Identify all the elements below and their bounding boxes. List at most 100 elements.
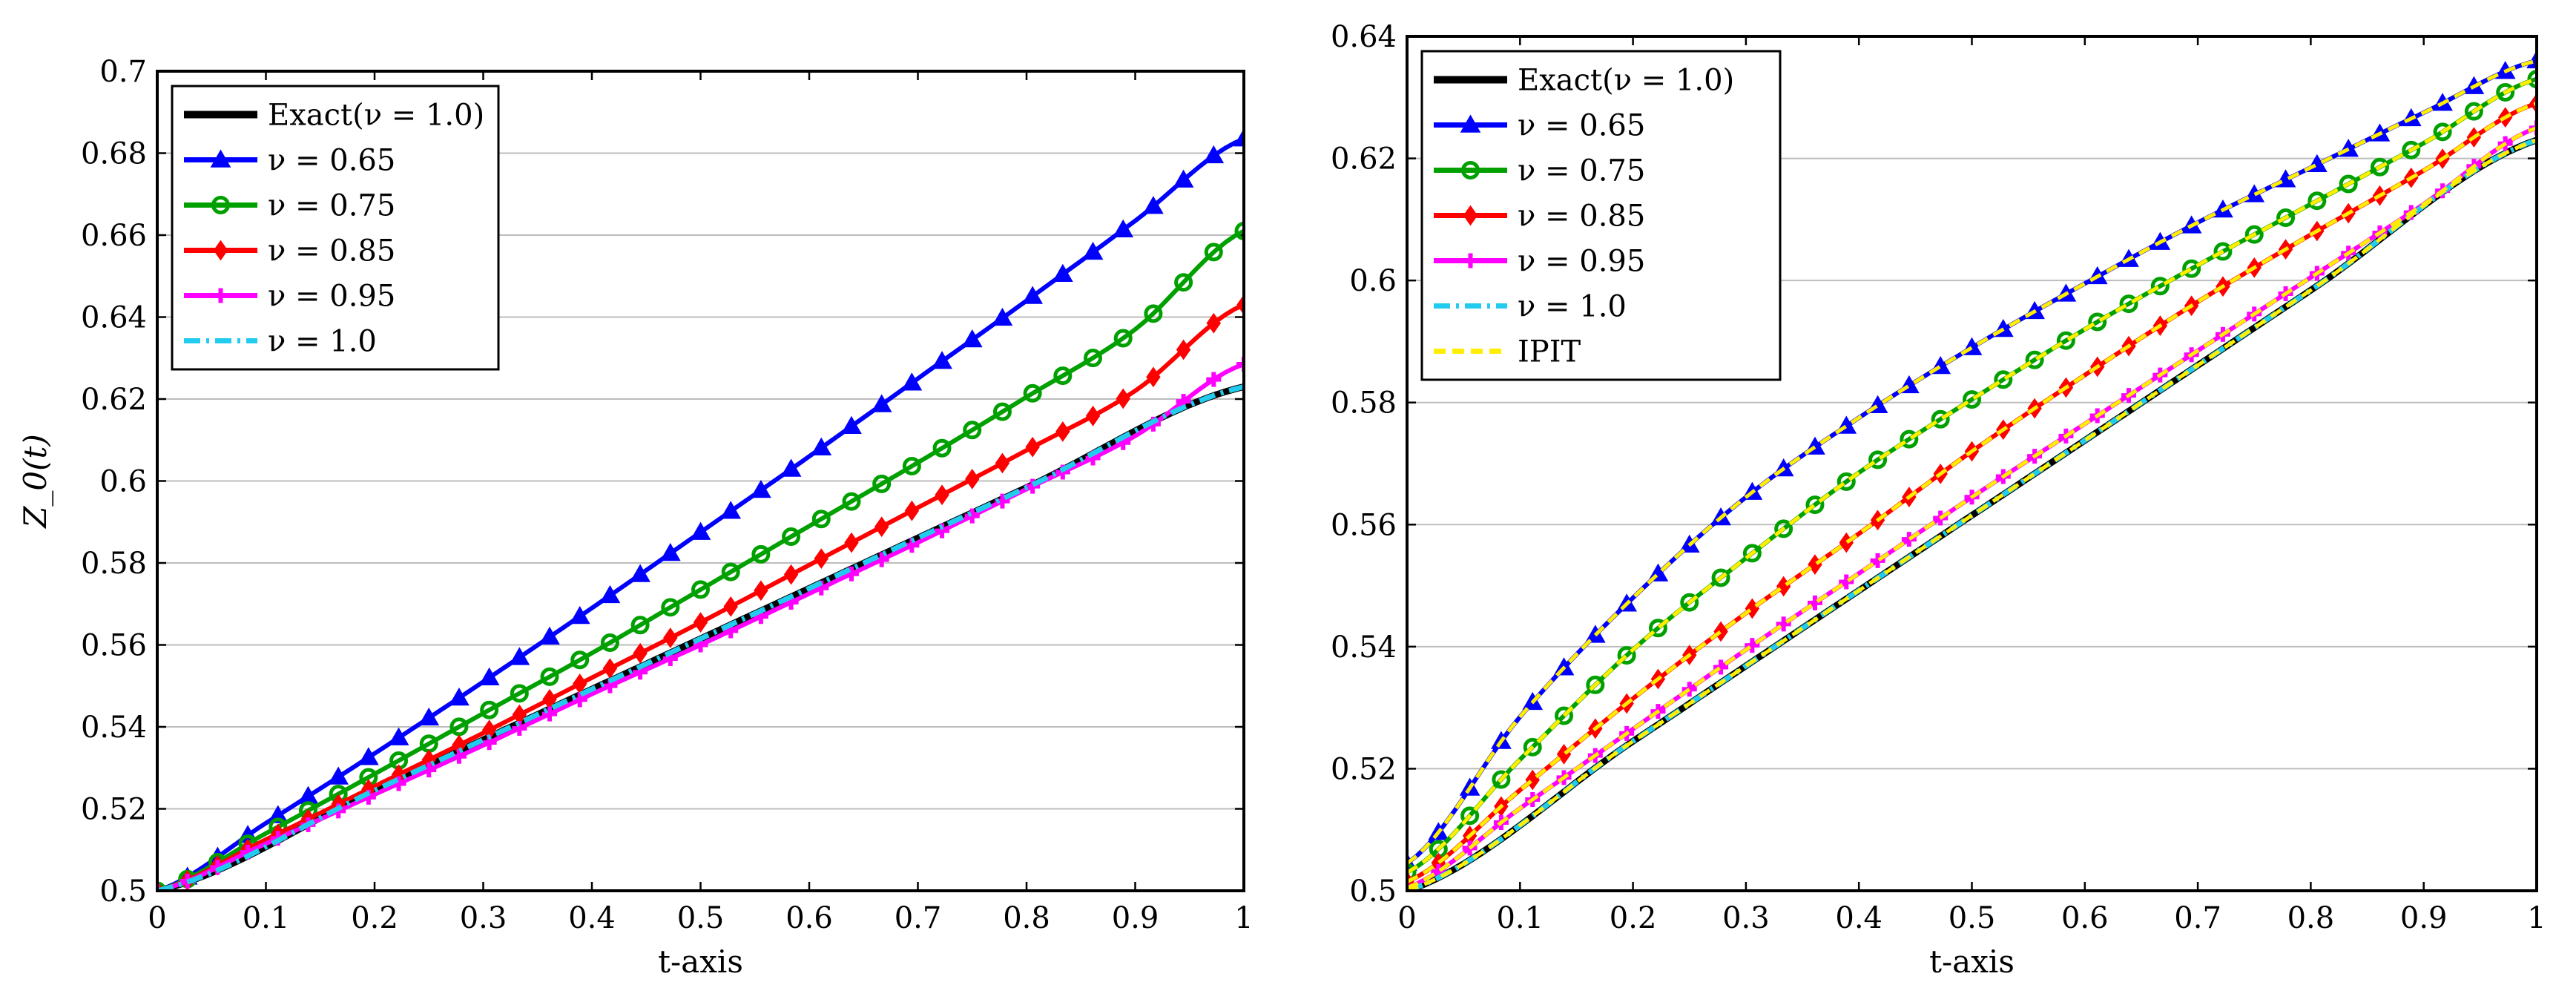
series-marker [1206, 312, 1222, 334]
y-tick-label: 0.64 [1331, 20, 1397, 54]
series-marker [935, 484, 949, 506]
series-marker [451, 748, 467, 764]
series-marker [782, 527, 801, 547]
x-tick-label: 0.9 [1112, 901, 1159, 935]
legend: Exact(ν = 1.0) ν = 0.65 ν = 0.75 ν = 0.85 ν … [1420, 50, 1782, 381]
legend-label: IPIT [1518, 335, 1581, 369]
series-marker [721, 562, 740, 581]
series-marker [995, 452, 1010, 474]
series-marker [539, 626, 560, 645]
series-marker [328, 766, 349, 785]
x-tick-label: 0.7 [2174, 901, 2221, 935]
series-marker [1586, 675, 1605, 694]
x-tick-label: 0.8 [2287, 901, 2335, 935]
y-tick-label: 0.56 [81, 629, 147, 663]
series-marker [783, 564, 799, 585]
series-marker [449, 687, 470, 706]
series-line-ipit [1407, 138, 2537, 891]
series-marker [963, 421, 982, 440]
series-marker [1084, 349, 1103, 368]
series-marker [663, 627, 678, 648]
x-tick-label: 0.2 [351, 901, 398, 935]
x-tick-label: 0.6 [785, 901, 833, 935]
y-tick-label: 0.58 [1331, 386, 1397, 421]
x-tick-label: 0.4 [1835, 901, 1882, 935]
legend-label: ν = 0.95 [1518, 245, 1645, 279]
series-marker [2529, 93, 2537, 114]
series-marker [1233, 128, 1244, 147]
series-marker [2402, 140, 2421, 159]
series-marker [1082, 241, 1104, 260]
y-tick-label: 0.7 [99, 55, 147, 89]
y-tick-label: 0.6 [99, 465, 147, 499]
series-marker [965, 469, 980, 490]
plot-frame [156, 70, 1245, 892]
chart-right: 0 0.1 0.2 0.3 0.4 0.5 0.6 0.7 0.8 0.9 1 0.5 0.52 0.54… [1331, 20, 2546, 980]
legend-marker [210, 149, 231, 168]
plot-frame [1406, 35, 2538, 892]
series-marker [2276, 208, 2296, 227]
series-marker [964, 508, 980, 524]
y-tick-label: 0.54 [1331, 630, 1397, 665]
series-marker [992, 402, 1012, 421]
series-marker [1203, 145, 1225, 164]
series-marker [1173, 169, 1194, 188]
series-marker [2119, 294, 2138, 314]
x-tick-label: 0.3 [460, 901, 507, 935]
legend-marker [211, 196, 230, 214]
series-marker [1776, 616, 1791, 632]
series-marker [2088, 312, 2107, 332]
series-marker [871, 394, 892, 412]
x-axis-label: t-axis [658, 943, 743, 980]
series-marker [2025, 350, 2044, 369]
series-marker [1711, 568, 1730, 587]
series-marker [754, 580, 768, 602]
x-tick-label: 0.2 [1610, 901, 1657, 935]
x-tick-label: 1 [1234, 901, 1253, 935]
series-marker [751, 479, 771, 498]
series-marker [691, 580, 710, 599]
series-line-ipit [1407, 126, 2537, 890]
series-marker [2464, 102, 2483, 121]
legend-box [171, 85, 500, 371]
y-tick-label: 0.5 [1349, 874, 1397, 909]
legend-label: ν = 1.0 [1518, 290, 1627, 324]
series-marker [1839, 574, 1854, 590]
series-marker [1206, 372, 1222, 387]
legend-label: ν = 0.95 [268, 280, 395, 314]
x-tick-label: 0 [1397, 901, 1416, 935]
series-marker [751, 544, 771, 564]
series-marker [1025, 436, 1040, 458]
series-marker [1174, 273, 1193, 292]
series-marker [1900, 429, 1919, 449]
series-marker [961, 329, 983, 348]
x-tick-label: 0.3 [1722, 901, 1770, 935]
series-marker [1113, 329, 1133, 348]
series-marker [1116, 388, 1130, 409]
plot-area [157, 128, 1244, 891]
series-marker [661, 598, 680, 617]
y-tick-label: 0.6 [1349, 264, 1397, 298]
x-tick-label: 0.1 [243, 901, 290, 935]
x-tick-label: 0.8 [1003, 901, 1050, 935]
series-marker [267, 805, 289, 823]
y-tick-label: 0.52 [81, 793, 147, 827]
series-marker [449, 717, 469, 737]
legend: Exact(ν = 1.0) ν = 0.65 ν = 0.75 ν = 0.85 ν … [171, 85, 500, 371]
series-marker [1022, 286, 1044, 304]
series-marker [2244, 225, 2264, 244]
series-marker [1525, 769, 1540, 791]
series-marker [2433, 122, 2452, 142]
x-tick-label: 0.4 [568, 901, 616, 935]
legend-marker [1461, 161, 1480, 179]
legend-label: ν = 1.0 [268, 325, 377, 359]
series-marker [1901, 532, 1917, 547]
series-marker [1648, 619, 1667, 638]
series-marker [1144, 304, 1163, 323]
series-marker [874, 516, 889, 538]
series-marker [690, 521, 711, 540]
series-marker [841, 415, 862, 434]
series-marker [1868, 450, 1888, 469]
series-marker [1774, 519, 1793, 538]
